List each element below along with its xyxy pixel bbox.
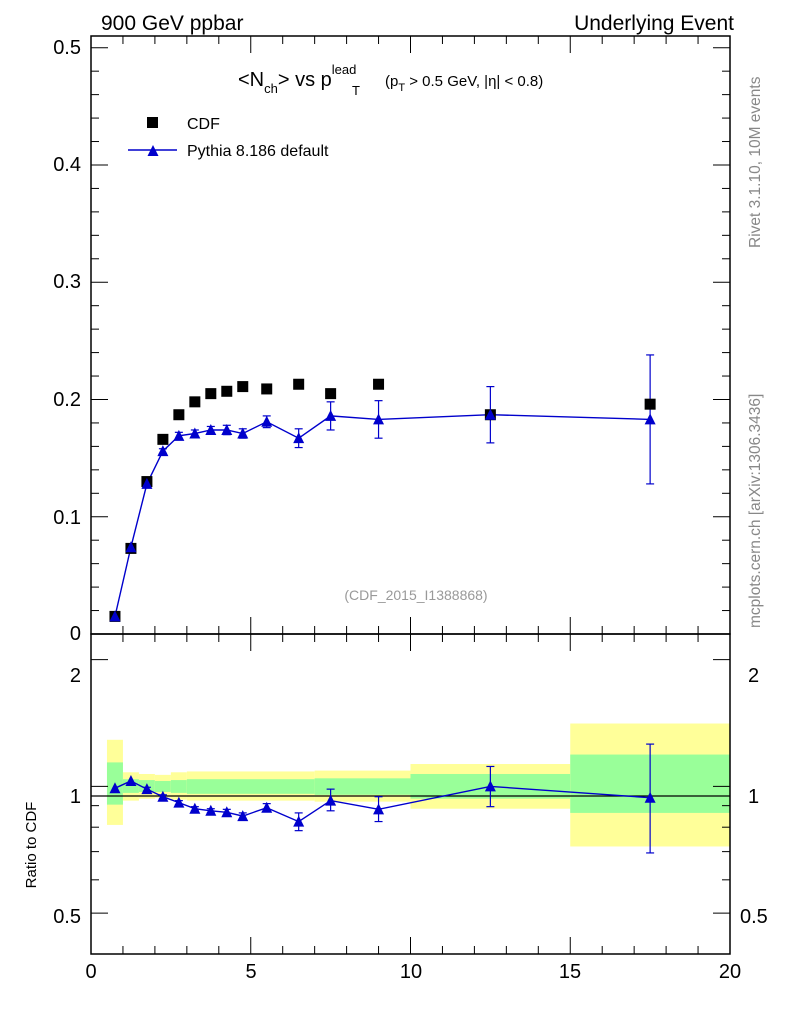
main-y-tick-label: 0.3 — [53, 271, 81, 293]
ratio-series — [109, 743, 656, 854]
ratio-band-green — [186, 779, 315, 794]
pythia-point — [157, 445, 169, 457]
side-text-upper: Rivet 3.1.10, 10M events — [747, 76, 764, 248]
pythia-point — [221, 423, 233, 435]
x-tick-labels: 0 5 10 15 20 — [85, 961, 741, 983]
cdf-point — [261, 383, 273, 395]
cdf-point — [221, 385, 233, 397]
title-cut-rest: > 0.5 GeV, | — [405, 73, 488, 90]
header-left: 900 GeV ppbar — [101, 12, 243, 35]
x-tick-label: 20 — [719, 961, 741, 983]
x-tick-label: 5 — [245, 961, 256, 983]
cdf-point — [293, 378, 305, 390]
pythia-point — [644, 413, 656, 425]
x-tick-label: 0 — [85, 961, 96, 983]
legend-label-cdf: CDF — [187, 116, 220, 133]
pythia-point — [261, 415, 273, 427]
pythia-point — [293, 432, 305, 444]
cdf-point — [237, 381, 249, 393]
ratio-y-tick-label-left: 0.5 — [53, 906, 81, 928]
cdf-point — [373, 378, 385, 390]
main-y-tick-label: 0 — [70, 623, 81, 645]
title-cut-close: | < 0.8) — [496, 73, 543, 90]
chart-title: <Nch> vs plead — [238, 62, 356, 96]
ratio-point — [157, 790, 169, 802]
cdf-point — [325, 388, 337, 400]
main-panel: (CDF_2015_I1388868) 0 0.1 0.2 0.3 0.4 0.… — [53, 35, 731, 645]
title-p-sup: lead — [332, 62, 357, 77]
header-right: Underlying Event — [574, 12, 734, 35]
pythia-point — [325, 409, 337, 421]
ratio-y-tick-label-right: 1 — [748, 786, 759, 808]
ratio-point — [373, 803, 385, 815]
main-y-tick-label: 0.2 — [53, 389, 81, 411]
title-cut: (pT > 0.5 GeV, |η| < 0.8) — [385, 73, 543, 94]
pythia-point — [173, 429, 185, 441]
ratio-point — [261, 801, 273, 813]
main-y-tick-label: 0.5 — [53, 37, 81, 59]
cdf-point — [189, 396, 201, 408]
main-y-tick-label: 0.4 — [53, 154, 81, 176]
legend-marker-pythia — [147, 145, 159, 156]
main-ticks — [90, 36, 731, 635]
x-tick-label: 10 — [400, 961, 422, 983]
ratio-point — [293, 815, 305, 827]
title-cut-sub: T — [398, 82, 405, 94]
ratio-point — [325, 794, 337, 806]
ratio-point — [221, 806, 233, 818]
ratio-y-tick-label-right: 2 — [748, 665, 759, 687]
pythia-point — [141, 477, 153, 489]
legend-marker-cdf — [147, 117, 158, 128]
ratio-point — [644, 791, 656, 803]
title-vs: > vs p — [278, 69, 332, 91]
title-n-sub: ch — [264, 81, 278, 96]
ratio-point — [189, 802, 201, 814]
legend: CDF Pythia 8.186 default — [128, 116, 329, 160]
ratio-y-tick-label-left: 1 — [70, 786, 81, 808]
cdf-point — [173, 409, 185, 421]
title-n: <N — [238, 69, 264, 91]
pythia-point — [237, 427, 249, 439]
ratio-point — [173, 796, 185, 808]
title-cut-open: (p — [385, 73, 398, 90]
ratio-point — [237, 810, 249, 822]
ratio-point — [109, 782, 121, 794]
main-y-tick-labels: 0 0.1 0.2 0.3 0.4 0.5 — [53, 37, 81, 645]
ratio-band-green — [170, 780, 187, 793]
cdf-point — [644, 398, 656, 410]
pythia-point — [109, 610, 121, 622]
ratio-point — [484, 780, 496, 792]
ratio-band-green — [314, 778, 411, 795]
pythia-point — [189, 427, 201, 439]
ratio-ticks — [90, 634, 731, 955]
ratio-y-axis-label: Ratio to CDF — [23, 802, 40, 889]
cdf-point — [205, 388, 217, 400]
main-y-tick-label: 0.1 — [53, 507, 81, 529]
x-tick-label: 15 — [559, 961, 581, 983]
title-eta: η — [488, 73, 496, 90]
ratio-point — [141, 783, 153, 795]
ratio-frame — [90, 633, 731, 955]
ratio-y-tick-label-left: 2 — [70, 665, 81, 687]
pythia-point — [125, 541, 137, 553]
ratio-point — [125, 774, 137, 786]
pythia-point — [205, 423, 217, 435]
ratio-band-green — [154, 780, 171, 792]
legend-label-pythia: Pythia 8.186 default — [187, 143, 329, 160]
main-series — [109, 354, 656, 622]
pythia-point — [484, 408, 496, 420]
pythia-point — [373, 413, 385, 425]
cdf-point — [157, 433, 169, 445]
watermark: (CDF_2015_I1388868) — [344, 587, 487, 603]
ratio-y-tick-labels: 0.5 1 2 0.5 1 2 — [53, 665, 768, 928]
ratio-panel: 0.5 1 2 0.5 1 2 0 5 10 15 20 Ratio to CD… — [23, 633, 768, 983]
ratio-point — [205, 804, 217, 816]
side-text-lower: mcplots.cern.ch [arXiv:1306.3436] — [747, 394, 764, 628]
title-p-sub: T — [352, 83, 360, 98]
ratio-bands — [106, 723, 730, 847]
ratio-y-tick-label-right: 0.5 — [740, 906, 768, 928]
